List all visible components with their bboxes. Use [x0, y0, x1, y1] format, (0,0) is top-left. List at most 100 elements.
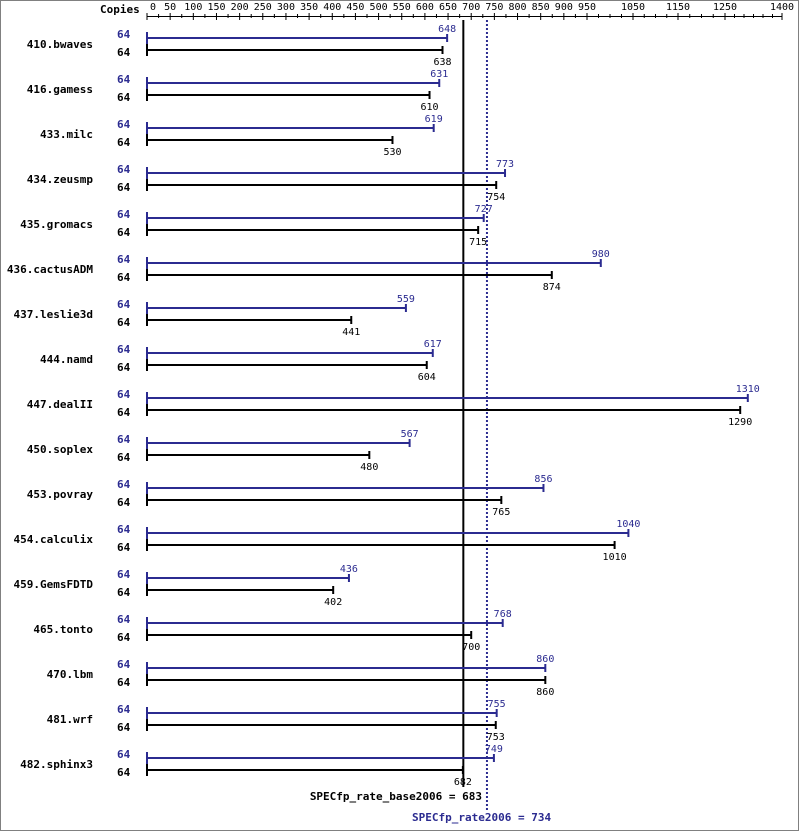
base-value-label: 638: [433, 57, 451, 68]
x-tick-label: 800: [508, 2, 526, 13]
x-tick-label: 950: [578, 2, 596, 13]
benchmark-row: 459.GemsFDTD 64 64 436 402: [14, 564, 358, 608]
benchmark-name: 482.sphinx3: [20, 758, 93, 771]
benchmark-name: 410.bwaves: [27, 38, 93, 51]
base-copies: 64: [117, 361, 131, 374]
x-tick-label: 150: [207, 2, 225, 13]
base-copies: 64: [117, 181, 131, 194]
peak-copies: 64: [117, 388, 131, 401]
benchmark-name: 435.gromacs: [20, 218, 93, 231]
x-tick-label: 1050: [621, 2, 645, 13]
x-tick-label: 50: [164, 2, 176, 13]
benchmark-row: 416.gamess 64 64 631 610: [27, 69, 449, 113]
peak-value-label: 773: [496, 159, 514, 170]
peak-value-label: 727: [475, 204, 493, 215]
base-value-label: 874: [543, 282, 561, 293]
base-value-label: 480: [360, 462, 378, 473]
benchmark-rows: 410.bwaves 64 64 648 638 416.gamess 64 64 631 610…: [7, 24, 760, 788]
base-copies: 64: [117, 226, 131, 239]
benchmark-name: 436.cactusADM: [7, 263, 93, 276]
peak-copies: 64: [117, 298, 131, 311]
benchmark-name: 481.wrf: [47, 713, 93, 726]
peak-copies: 64: [117, 118, 131, 131]
base-copies: 64: [117, 316, 131, 329]
peak-value-label: 755: [488, 699, 506, 710]
x-tick-label: 350: [300, 2, 318, 13]
peak-copies: 64: [117, 28, 131, 41]
benchmark-name: 434.zeusmp: [27, 173, 94, 186]
benchmark-row: 447.dealII 64 64 1310 1290: [27, 384, 760, 428]
benchmark-name: 447.dealII: [27, 398, 93, 411]
base-value-label: 1290: [728, 417, 752, 428]
base-copies: 64: [117, 91, 131, 104]
base-copies: 64: [117, 541, 131, 554]
base-copies: 64: [117, 766, 131, 779]
peak-value-label: 436: [340, 564, 358, 575]
benchmark-name: 459.GemsFDTD: [14, 578, 94, 591]
base-copies: 64: [117, 46, 131, 59]
benchmark-row: 482.sphinx3 64 64 749 682: [20, 744, 503, 788]
peak-copies: 64: [117, 748, 131, 761]
benchmark-row: 465.tonto 64 64 768 700: [33, 609, 511, 653]
peak-copies: 64: [117, 253, 131, 266]
x-tick-label: 900: [555, 2, 573, 13]
peak-copies: 64: [117, 208, 131, 221]
peak-copies: 64: [117, 478, 131, 491]
peak-value-label: 749: [485, 744, 503, 755]
x-tick-label: 600: [416, 2, 434, 13]
peak-reference-label: SPECfp_rate2006 = 734: [412, 811, 551, 824]
x-tick-label: 450: [346, 2, 364, 13]
peak-copies: 64: [117, 523, 131, 536]
peak-copies: 64: [117, 343, 131, 356]
benchmark-row: 435.gromacs 64 64 727 715: [20, 204, 493, 248]
base-value-label: 715: [469, 237, 487, 248]
peak-copies: 64: [117, 703, 131, 716]
base-copies: 64: [117, 721, 131, 734]
peak-value-label: 567: [401, 429, 419, 440]
benchmark-name: 416.gamess: [27, 83, 93, 96]
base-value-label: 441: [342, 327, 360, 338]
reference-lines: [462, 20, 488, 810]
benchmark-name: 437.leslie3d: [14, 308, 93, 321]
copies-header: Copies: [100, 3, 140, 16]
base-value-label: 754: [487, 192, 505, 203]
peak-value-label: 617: [424, 339, 442, 350]
peak-value-label: 559: [397, 294, 415, 305]
base-copies: 64: [117, 406, 131, 419]
peak-copies: 64: [117, 73, 131, 86]
base-value-label: 610: [420, 102, 438, 113]
benchmark-row: 454.calculix 64 64 1040 1010: [14, 519, 641, 563]
peak-value-label: 1310: [736, 384, 760, 395]
peak-value-label: 980: [592, 249, 610, 260]
benchmark-name: 470.lbm: [47, 668, 94, 681]
peak-value-label: 856: [534, 474, 552, 485]
benchmark-name: 454.calculix: [14, 533, 94, 546]
x-tick-label: 100: [184, 2, 202, 13]
x-tick-label: 700: [462, 2, 480, 13]
peak-copies: 64: [117, 433, 131, 446]
peak-value-label: 619: [425, 114, 443, 125]
base-value-label: 530: [383, 147, 401, 158]
x-tick-label: 650: [439, 2, 457, 13]
benchmark-row: 410.bwaves 64 64 648 638: [27, 24, 456, 68]
base-copies: 64: [117, 586, 131, 599]
benchmark-name: 450.soplex: [27, 443, 94, 456]
x-tick-label: 850: [532, 2, 550, 13]
base-value-label: 700: [462, 642, 480, 653]
benchmark-row: 453.povray 64 64 856 765: [27, 474, 553, 518]
peak-value-label: 1040: [616, 519, 640, 530]
benchmark-name: 444.namd: [40, 353, 93, 366]
benchmark-row: 434.zeusmp 64 64 773 754: [27, 159, 514, 203]
x-tick-label: 1400: [770, 2, 794, 13]
peak-value-label: 631: [430, 69, 448, 80]
peak-value-label: 768: [494, 609, 512, 620]
base-value-label: 402: [324, 597, 342, 608]
base-copies: 64: [117, 451, 131, 464]
x-tick-label: 400: [323, 2, 341, 13]
x-tick-label: 550: [393, 2, 411, 13]
peak-copies: 64: [117, 658, 131, 671]
x-tick-label: 1150: [666, 2, 690, 13]
base-reference-label: SPECfp_rate_base2006 = 683: [310, 790, 482, 803]
